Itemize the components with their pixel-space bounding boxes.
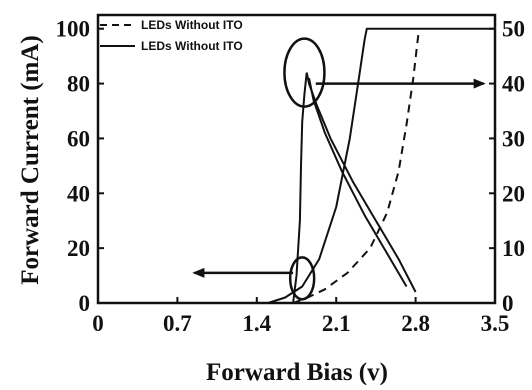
legend: LEDs Without ITO LEDs Without ITO — [100, 18, 243, 53]
legend-label-dashed: LEDs Without ITO — [141, 18, 243, 32]
x-axis-title: Forward Bias (v) — [206, 359, 388, 386]
y-right-tick-label: 50 — [502, 17, 525, 42]
legend-label-solid: LEDs Without ITO — [141, 39, 243, 53]
data-curves — [267, 27, 495, 304]
x-tick-label: 2.1 — [322, 311, 351, 336]
y-axis-title: Forward Current (mA) — [17, 35, 44, 284]
y-right-tick-label: 10 — [502, 236, 525, 261]
y-right-tick-label: 40 — [502, 72, 525, 97]
series-line-1 — [292, 28, 420, 304]
y-right-tick-label: 20 — [502, 181, 525, 206]
x-tick-label: 1.4 — [242, 311, 271, 336]
y-left-tick-label: 80 — [67, 72, 90, 97]
annotation-ellipse — [283, 37, 326, 108]
y-left-tick-label: 0 — [79, 291, 91, 316]
y-left-tick-label: 100 — [56, 17, 91, 42]
y-left-tick-label: 40 — [67, 181, 90, 206]
y-right-tick-label: 0 — [502, 291, 514, 316]
x-tick-label: 0.7 — [163, 311, 192, 336]
annotations — [192, 37, 486, 301]
y-left-tick-label: 20 — [67, 236, 90, 261]
series-line-2 — [267, 27, 495, 304]
x-tick-label: 0 — [92, 311, 104, 336]
y-left-tick-label: 60 — [67, 126, 90, 151]
y-right-tick-label: 30 — [502, 126, 525, 151]
annotation-ellipse — [288, 256, 316, 301]
series-line-3 — [292, 72, 308, 304]
series-line-5 — [308, 77, 408, 288]
x-tick-label: 2.8 — [401, 311, 430, 336]
x-tick-label: 3.5 — [481, 311, 510, 336]
plot-frame — [96, 13, 497, 305]
series-line-4 — [305, 72, 417, 293]
